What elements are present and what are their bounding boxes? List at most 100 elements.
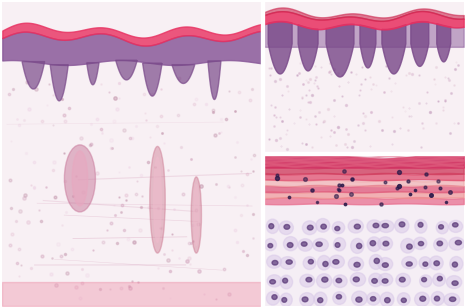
Ellipse shape — [370, 241, 376, 246]
Polygon shape — [22, 62, 45, 89]
Ellipse shape — [350, 273, 366, 286]
Ellipse shape — [335, 243, 340, 247]
Ellipse shape — [284, 225, 290, 229]
Ellipse shape — [382, 279, 388, 283]
Ellipse shape — [316, 274, 332, 288]
Ellipse shape — [308, 259, 314, 264]
Ellipse shape — [280, 293, 292, 306]
Polygon shape — [208, 61, 221, 99]
Ellipse shape — [433, 274, 445, 286]
Ellipse shape — [423, 262, 428, 266]
Ellipse shape — [280, 257, 295, 269]
Polygon shape — [87, 63, 99, 85]
Ellipse shape — [434, 296, 440, 301]
Ellipse shape — [449, 220, 463, 233]
Ellipse shape — [367, 220, 382, 233]
Ellipse shape — [267, 291, 280, 305]
Ellipse shape — [434, 261, 439, 266]
Ellipse shape — [303, 257, 316, 270]
Ellipse shape — [283, 237, 298, 251]
Ellipse shape — [321, 224, 326, 229]
Ellipse shape — [150, 146, 165, 253]
Ellipse shape — [413, 237, 427, 249]
Ellipse shape — [429, 256, 443, 270]
Ellipse shape — [419, 257, 432, 269]
Ellipse shape — [378, 237, 392, 250]
Ellipse shape — [300, 293, 314, 306]
Ellipse shape — [191, 177, 201, 253]
Ellipse shape — [452, 223, 458, 227]
Ellipse shape — [354, 224, 360, 229]
Ellipse shape — [354, 262, 360, 267]
Polygon shape — [437, 24, 451, 62]
Ellipse shape — [367, 292, 380, 305]
Ellipse shape — [452, 262, 458, 267]
Ellipse shape — [449, 237, 465, 250]
Ellipse shape — [444, 293, 460, 306]
Ellipse shape — [407, 244, 412, 249]
Ellipse shape — [450, 257, 463, 271]
Ellipse shape — [352, 291, 367, 306]
Ellipse shape — [399, 222, 405, 227]
Ellipse shape — [356, 243, 362, 249]
Ellipse shape — [397, 293, 410, 306]
Ellipse shape — [333, 260, 339, 264]
Ellipse shape — [335, 226, 340, 231]
Ellipse shape — [384, 298, 390, 303]
Ellipse shape — [370, 297, 376, 301]
Ellipse shape — [431, 291, 445, 305]
Ellipse shape — [418, 241, 424, 246]
Ellipse shape — [446, 276, 462, 289]
Ellipse shape — [437, 241, 443, 246]
Ellipse shape — [329, 255, 344, 268]
Polygon shape — [116, 60, 137, 80]
Ellipse shape — [322, 277, 328, 282]
Ellipse shape — [316, 218, 330, 232]
Ellipse shape — [282, 298, 287, 302]
Ellipse shape — [306, 278, 312, 282]
Ellipse shape — [272, 261, 278, 265]
Ellipse shape — [194, 184, 199, 245]
Ellipse shape — [333, 292, 346, 304]
Ellipse shape — [270, 280, 275, 284]
Ellipse shape — [154, 157, 161, 242]
Ellipse shape — [418, 222, 423, 227]
Ellipse shape — [396, 273, 411, 287]
Ellipse shape — [334, 237, 346, 251]
Polygon shape — [298, 25, 318, 71]
Ellipse shape — [332, 222, 345, 234]
Ellipse shape — [415, 292, 429, 306]
Ellipse shape — [351, 238, 364, 253]
Ellipse shape — [449, 297, 456, 302]
Ellipse shape — [422, 278, 426, 282]
Ellipse shape — [439, 225, 444, 229]
Ellipse shape — [369, 273, 383, 287]
Ellipse shape — [437, 276, 442, 281]
Polygon shape — [143, 63, 162, 96]
Ellipse shape — [333, 275, 347, 288]
Ellipse shape — [406, 262, 412, 266]
Ellipse shape — [302, 221, 317, 235]
Ellipse shape — [323, 261, 328, 266]
Ellipse shape — [269, 224, 274, 229]
Polygon shape — [172, 65, 195, 83]
Ellipse shape — [64, 145, 96, 212]
Ellipse shape — [455, 240, 461, 245]
Ellipse shape — [336, 278, 342, 283]
Ellipse shape — [317, 255, 330, 270]
Ellipse shape — [378, 274, 393, 286]
Ellipse shape — [272, 295, 277, 299]
Ellipse shape — [267, 219, 279, 233]
Ellipse shape — [265, 239, 276, 251]
Ellipse shape — [395, 219, 409, 233]
Ellipse shape — [267, 255, 281, 268]
Ellipse shape — [283, 278, 288, 283]
Polygon shape — [360, 25, 376, 68]
Ellipse shape — [72, 151, 88, 206]
Ellipse shape — [318, 298, 323, 303]
Ellipse shape — [402, 257, 417, 269]
Ellipse shape — [415, 219, 427, 233]
Ellipse shape — [420, 275, 432, 287]
Ellipse shape — [314, 292, 327, 306]
Ellipse shape — [316, 242, 322, 246]
